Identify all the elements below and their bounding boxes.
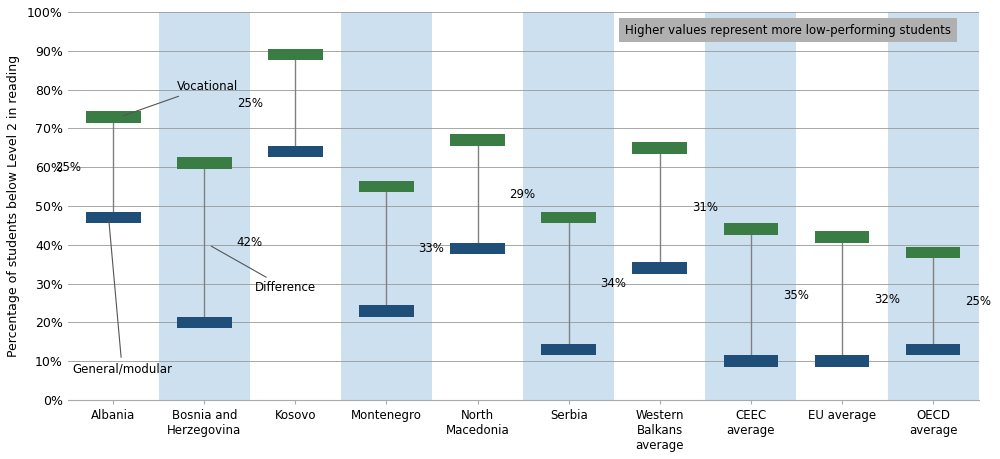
Bar bbox=[541, 212, 596, 224]
Text: 31%: 31% bbox=[692, 202, 718, 214]
Bar bbox=[359, 305, 414, 317]
Text: 29%: 29% bbox=[509, 188, 536, 201]
Bar bbox=[359, 181, 414, 192]
Bar bbox=[815, 355, 869, 367]
Bar bbox=[86, 212, 141, 224]
Text: 32%: 32% bbox=[874, 293, 900, 306]
Bar bbox=[705, 12, 796, 400]
Bar bbox=[888, 12, 979, 400]
Text: 34%: 34% bbox=[601, 277, 627, 290]
Text: 25%: 25% bbox=[238, 97, 264, 110]
Bar bbox=[632, 262, 687, 274]
Bar bbox=[815, 231, 869, 243]
Text: 25%: 25% bbox=[55, 161, 81, 174]
Bar bbox=[341, 12, 432, 400]
Bar bbox=[177, 317, 232, 328]
Bar bbox=[450, 243, 505, 254]
Bar bbox=[724, 224, 778, 235]
Bar bbox=[906, 247, 960, 258]
Bar bbox=[632, 142, 687, 154]
Bar bbox=[523, 12, 614, 400]
Text: Higher values represent more low-performing students: Higher values represent more low-perform… bbox=[625, 23, 951, 37]
Text: General/modular: General/modular bbox=[72, 220, 172, 376]
Text: 33%: 33% bbox=[418, 242, 444, 255]
Bar bbox=[268, 49, 323, 61]
Bar bbox=[724, 355, 778, 367]
Text: Difference: Difference bbox=[211, 246, 316, 294]
Text: 42%: 42% bbox=[236, 236, 262, 249]
Bar bbox=[450, 134, 505, 146]
Bar bbox=[159, 12, 250, 400]
Bar bbox=[268, 146, 323, 157]
Text: Vocational: Vocational bbox=[123, 79, 238, 116]
Bar bbox=[86, 111, 141, 123]
Text: 25%: 25% bbox=[965, 295, 991, 308]
Bar bbox=[541, 344, 596, 355]
Y-axis label: Percentage of students below Level 2 in reading: Percentage of students below Level 2 in … bbox=[7, 55, 20, 357]
Text: 35%: 35% bbox=[783, 289, 809, 302]
Bar bbox=[906, 344, 960, 355]
Bar bbox=[177, 157, 232, 169]
